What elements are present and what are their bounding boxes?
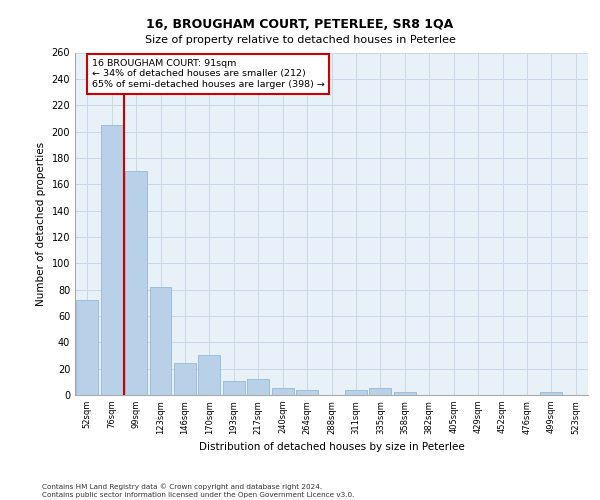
Bar xyxy=(394,392,416,395)
Bar xyxy=(247,379,269,395)
Bar xyxy=(76,300,98,395)
Bar xyxy=(541,392,562,395)
Text: 16, BROUGHAM COURT, PETERLEE, SR8 1QA: 16, BROUGHAM COURT, PETERLEE, SR8 1QA xyxy=(146,18,454,30)
Bar xyxy=(370,388,391,395)
Bar xyxy=(345,390,367,395)
Bar xyxy=(101,125,122,395)
Bar xyxy=(149,287,172,395)
Text: Contains HM Land Registry data © Crown copyright and database right 2024.
Contai: Contains HM Land Registry data © Crown c… xyxy=(42,484,355,498)
Text: Size of property relative to detached houses in Peterlee: Size of property relative to detached ho… xyxy=(145,35,455,45)
Bar xyxy=(199,356,220,395)
Text: 16 BROUGHAM COURT: 91sqm
← 34% of detached houses are smaller (212)
65% of semi-: 16 BROUGHAM COURT: 91sqm ← 34% of detach… xyxy=(92,59,325,89)
Bar xyxy=(296,390,318,395)
X-axis label: Distribution of detached houses by size in Peterlee: Distribution of detached houses by size … xyxy=(199,442,464,452)
Bar xyxy=(223,380,245,395)
Bar xyxy=(174,364,196,395)
Bar xyxy=(272,388,293,395)
Bar xyxy=(125,171,147,395)
Y-axis label: Number of detached properties: Number of detached properties xyxy=(36,142,46,306)
